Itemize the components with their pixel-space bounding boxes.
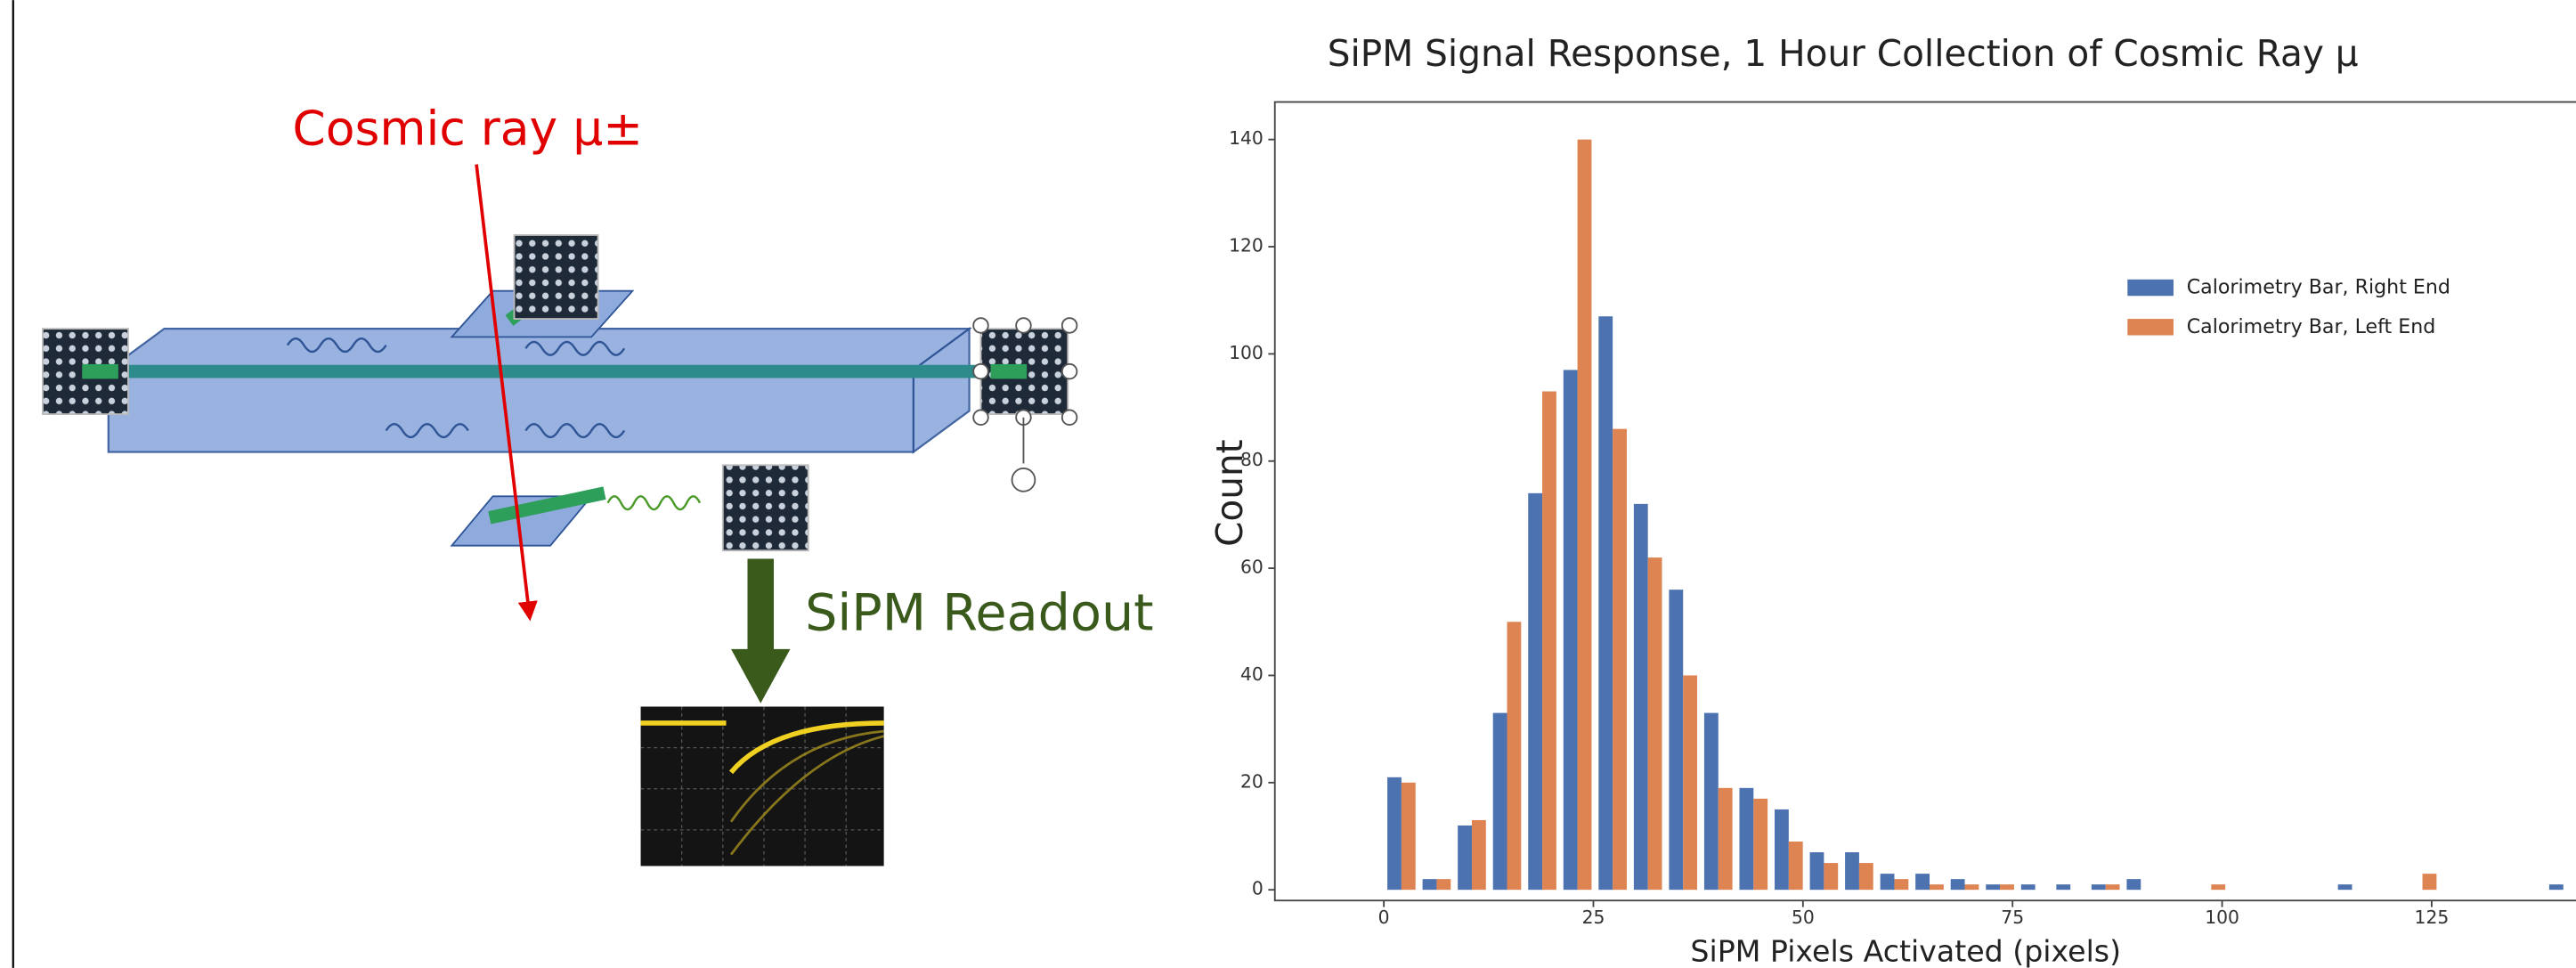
muon-arrow <box>475 164 538 622</box>
y-tick-label: 80 <box>1240 449 1264 470</box>
bar <box>1964 884 1979 891</box>
bar <box>2000 884 2014 891</box>
bar <box>1647 557 1662 891</box>
y-tick-label: 100 <box>1229 342 1264 363</box>
x-tick-label: 100 <box>2205 907 2239 928</box>
photon-wave <box>286 338 387 354</box>
scope-trace <box>640 706 884 866</box>
legend-swatch <box>2127 319 2174 336</box>
bar <box>1915 874 1930 891</box>
bar <box>1458 825 1472 891</box>
x-tick-label: 25 <box>1582 907 1605 928</box>
legend-label: Calorimetry Bar, Right End <box>2187 276 2450 299</box>
bar <box>2020 884 2036 891</box>
muon-label: Cosmic ray μ± <box>292 100 643 156</box>
readout-label: SiPM Readout <box>805 584 1154 643</box>
x-tick-label: 75 <box>2001 907 2024 928</box>
chart-title: SiPM Signal Response, 1 Hour Collection … <box>1328 32 2359 75</box>
legend-swatch <box>2127 279 2174 297</box>
bar <box>2091 884 2106 891</box>
bar <box>1845 852 1859 891</box>
bar <box>1858 863 1873 891</box>
y-tick-label: 120 <box>1229 235 1264 256</box>
bar <box>2548 884 2564 891</box>
detector-diagram: Cosmic ray μ± SiPM Readout <box>42 100 1154 866</box>
photon-wave <box>524 422 626 439</box>
x-axis-label: SiPM Pixels Activated (pixels) <box>1690 934 2121 968</box>
bar <box>1894 879 1909 891</box>
x-tick-label: 125 <box>2415 907 2450 928</box>
bar <box>2105 884 2120 891</box>
bar <box>2337 884 2353 891</box>
bar <box>1986 884 2001 891</box>
sipm-top <box>513 234 599 320</box>
bar <box>1753 798 1768 891</box>
bar <box>1824 863 1839 891</box>
bar <box>1809 852 1824 891</box>
y-tick-label: 0 <box>1252 878 1264 899</box>
photon-wave <box>524 340 626 356</box>
bar <box>1528 492 1543 891</box>
bar <box>1718 787 1733 891</box>
bar <box>1577 139 1592 891</box>
y-tick-label: 20 <box>1240 770 1264 792</box>
bar <box>1950 879 1965 891</box>
bar <box>1471 819 1486 891</box>
bar <box>1507 622 1522 891</box>
bar <box>1422 879 1437 891</box>
bar <box>1633 503 1648 891</box>
y-tick-label: 140 <box>1229 127 1264 149</box>
bar <box>1542 391 1556 891</box>
bar <box>1930 884 1944 891</box>
bar <box>1613 428 1627 891</box>
readout-arrow-head <box>731 648 791 704</box>
lower-fiber <box>488 486 606 525</box>
bar <box>1387 777 1402 891</box>
bar <box>2056 884 2071 891</box>
photon-wave <box>385 422 469 439</box>
bar <box>1563 370 1578 891</box>
y-tick-label: 40 <box>1240 663 1264 685</box>
bar <box>1775 809 1789 891</box>
bar <box>1598 316 1613 891</box>
bar <box>1669 590 1684 891</box>
bar <box>1683 675 1698 891</box>
bar <box>1401 782 1416 891</box>
y-tick-label: 60 <box>1240 557 1264 578</box>
legend-label: Calorimetry Bar, Left End <box>2187 315 2436 338</box>
readout-arrow-shaft <box>747 558 775 651</box>
bar-front <box>107 369 914 453</box>
bar <box>1492 712 1507 891</box>
y-axis-label: Count <box>1208 439 1251 547</box>
selection-handles <box>972 317 1078 492</box>
bar <box>2126 879 2141 891</box>
bar <box>2422 874 2437 891</box>
x-tick-label: 50 <box>1792 907 1815 928</box>
x-tick-label: 0 <box>1378 907 1390 928</box>
bar <box>2211 884 2226 891</box>
bar <box>1788 842 1803 891</box>
bar <box>1703 712 1719 891</box>
bar <box>1436 879 1451 891</box>
bar <box>1880 874 1895 891</box>
plot-frame <box>1273 101 2576 902</box>
sipm-bottom <box>721 464 809 552</box>
histogram: SiPM Signal Response, 1 Hour Collection … <box>1208 32 2576 968</box>
photon-wave <box>606 495 702 511</box>
bar <box>1739 787 1754 891</box>
